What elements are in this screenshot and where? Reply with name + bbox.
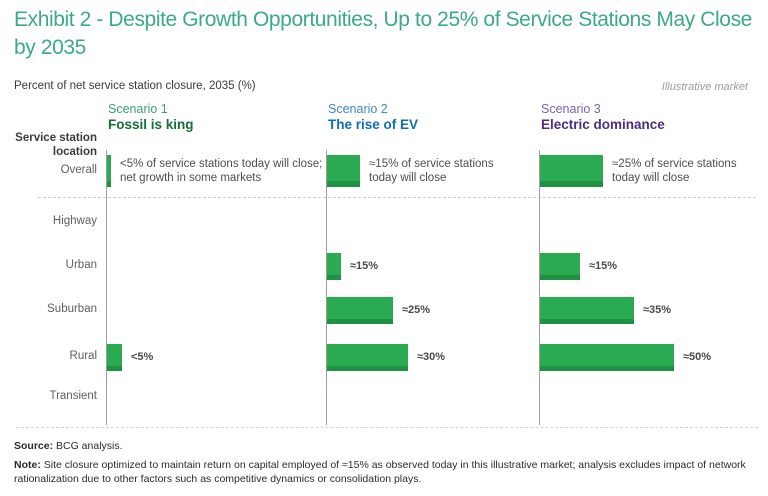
panel-axis-line-2 xyxy=(326,150,327,425)
row-label-highway: Highway xyxy=(52,215,97,227)
bar-overall-scenario-3 xyxy=(540,155,603,187)
bar-urban-scenario-2 xyxy=(327,252,341,280)
bar-label-overall-scenario-1: <5% of service stations today will close… xyxy=(120,157,323,185)
source-text: BCG analysis. xyxy=(56,440,123,452)
bar-overall-scenario-1 xyxy=(107,155,111,187)
bar-rural-scenario-3 xyxy=(540,343,674,371)
bar-label-rural-scenario-3: ≈50% xyxy=(683,351,712,363)
scenario-theme: Fossil is king xyxy=(108,117,194,132)
bar-suburban-scenario-3 xyxy=(540,296,634,324)
scenario-theme: The rise of EV xyxy=(328,117,419,132)
bar-urban-scenario-3 xyxy=(540,252,580,280)
bar-label-overall-scenario-2: ≈15% of service stations today will clos… xyxy=(369,157,494,185)
bar-label-urban-scenario-2: ≈15% xyxy=(350,260,379,272)
row-label-rural: Rural xyxy=(69,350,97,362)
bar-label-urban-scenario-3: ≈15% xyxy=(589,260,618,272)
bar-rural-scenario-1 xyxy=(107,343,122,371)
exhibit-title: Exhibit 2 - Despite Growth Opportunities… xyxy=(14,8,752,60)
scenario-name: Scenario 3 xyxy=(541,102,601,116)
overall-separator-line xyxy=(38,197,756,198)
bar-overall-scenario-2 xyxy=(327,155,360,187)
bar-label-suburban-scenario-3: ≈35% xyxy=(643,304,672,316)
scenario-name: Scenario 2 xyxy=(328,102,388,116)
note-text: Site closure optimized to maintain retur… xyxy=(14,459,746,485)
row-label-transient: Transient xyxy=(49,390,97,402)
bar-label-overall-scenario-3: ≈25% of service stations today will clos… xyxy=(612,157,737,185)
bar-label-rural-scenario-1: <5% xyxy=(131,351,154,363)
bar-suburban-scenario-2 xyxy=(327,296,393,324)
row-label-overall: Overall xyxy=(60,164,97,176)
chart-subtitle: Percent of net service station closure, … xyxy=(14,80,256,92)
row-label-suburban: Suburban xyxy=(47,303,97,315)
source-label: Source: xyxy=(14,440,54,452)
bar-label-rural-scenario-2: ≈30% xyxy=(417,351,446,363)
panel-axis-line-3 xyxy=(539,150,540,425)
bar-rural-scenario-2 xyxy=(327,343,408,371)
scenario-header-2: Scenario 2 The rise of EV xyxy=(328,101,418,133)
note-line: Note: Site closure optimized to maintain… xyxy=(14,458,762,486)
scenario-theme: Electric dominance xyxy=(541,117,665,132)
context-tag: Illustrative market xyxy=(661,81,748,93)
source-line: Source: BCG analysis. xyxy=(14,440,123,452)
row-label-urban: Urban xyxy=(65,259,97,271)
scenario-name: Scenario 1 xyxy=(108,102,168,116)
bar-label-suburban-scenario-2: ≈25% xyxy=(402,304,431,316)
axis-group-label: Service station location xyxy=(15,132,97,158)
scenario-header-1: Scenario 1 Fossil is king xyxy=(108,101,194,133)
chart-bottom-divider xyxy=(16,427,758,428)
scenario-header-3: Scenario 3 Electric dominance xyxy=(541,101,665,133)
panel-axis-line-1 xyxy=(106,150,107,425)
note-label: Note: xyxy=(14,459,41,471)
